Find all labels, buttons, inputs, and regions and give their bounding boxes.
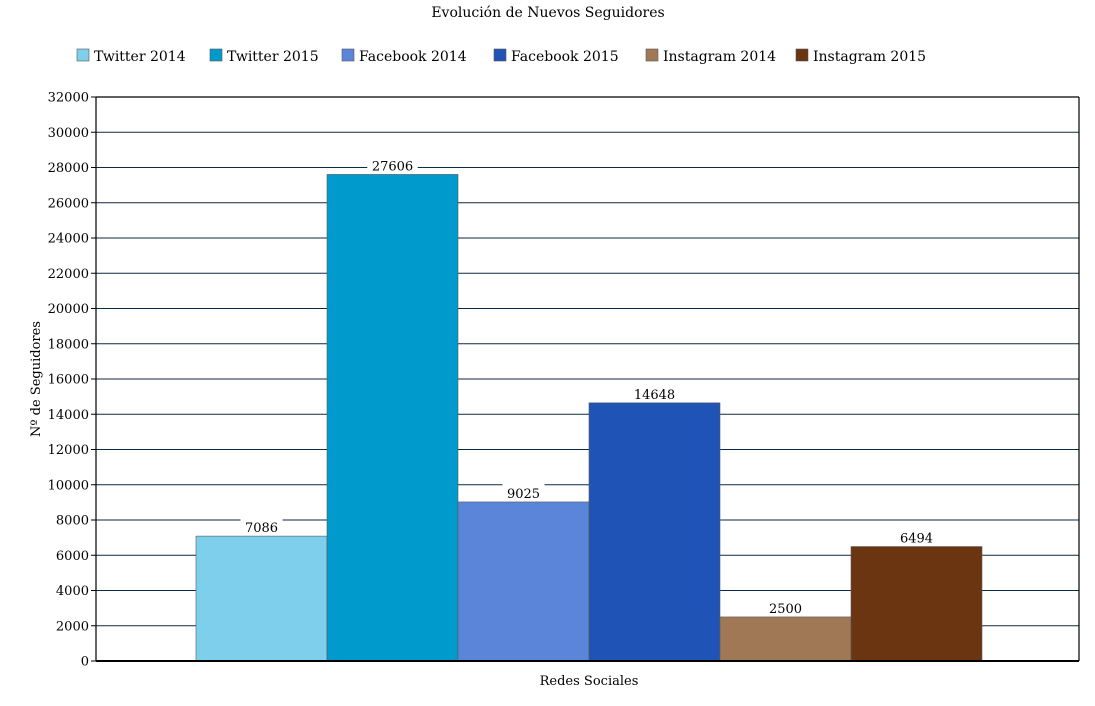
legend-swatch	[76, 48, 90, 62]
bar	[719, 616, 852, 662]
bar	[457, 501, 590, 662]
legend-swatch	[645, 48, 659, 62]
legend-label: Twitter 2014	[94, 49, 186, 65]
legend-label: Facebook 2014	[359, 49, 467, 65]
y-tick-label: 6000	[56, 549, 89, 564]
y-tick-label: 2000	[56, 619, 89, 634]
y-axis-ticks: 0 2000 4000 6000 8000 10000 12000 14000 16000 180…	[48, 91, 96, 670]
y-tick-label: 12000	[48, 443, 89, 458]
legend-label: Twitter 2015	[227, 49, 319, 65]
data-label-bg	[502, 483, 545, 501]
legend-label: Instagram 2014	[663, 49, 776, 65]
bar	[195, 535, 328, 662]
y-tick-label: 28000	[48, 161, 89, 176]
legend-label: Instagram 2015	[813, 49, 926, 65]
data-label: 27606	[372, 159, 413, 174]
data-label-bg	[895, 528, 938, 546]
data-label: 6494	[900, 532, 933, 547]
y-tick-label: 10000	[48, 478, 89, 493]
y-tick-label: 4000	[56, 584, 89, 599]
y-tick-label: 22000	[48, 267, 89, 282]
data-label: 2500	[769, 602, 802, 617]
chart-title: Evolución de Nuevos Seguidores	[431, 5, 664, 21]
legend-swatch	[341, 48, 355, 62]
bars	[195, 174, 983, 662]
data-labels: 7086 27606 9025 14648 2500 6494	[240, 156, 938, 617]
data-label-bg	[367, 156, 418, 174]
y-tick-label: 14000	[48, 408, 89, 423]
bar	[588, 402, 721, 662]
legend-swatch	[209, 48, 223, 62]
data-label: 7086	[245, 521, 278, 536]
data-label: 9025	[507, 487, 540, 502]
bar	[326, 174, 459, 662]
y-axis-title: Nº de Seguidores	[29, 321, 44, 437]
legend-swatch	[493, 48, 507, 62]
y-tick-label: 24000	[48, 232, 89, 247]
y-tick-label: 8000	[56, 514, 89, 529]
y-tick-label: 26000	[48, 196, 89, 211]
data-label-bg	[764, 598, 807, 616]
x-axis-title: Redes Sociales	[540, 674, 639, 689]
y-tick-label: 32000	[48, 91, 89, 106]
data-label-bg	[240, 518, 283, 536]
y-tick-label: 18000	[48, 337, 89, 352]
axes	[95, 96, 1080, 662]
legend-label: Facebook 2015	[511, 49, 619, 65]
data-label-bg	[629, 384, 680, 402]
y-tick-label: 30000	[48, 126, 89, 141]
grid	[96, 96, 1079, 627]
y-tick-label: 20000	[48, 302, 89, 317]
legend: Twitter 2014 Twitter 2015 Facebook 2014 Fac…	[76, 48, 926, 65]
data-label: 14648	[634, 388, 675, 403]
legend-swatch	[795, 48, 809, 62]
y-tick-label: 16000	[48, 373, 89, 388]
y-tick-label: 0	[81, 655, 89, 670]
bar	[850, 546, 983, 662]
